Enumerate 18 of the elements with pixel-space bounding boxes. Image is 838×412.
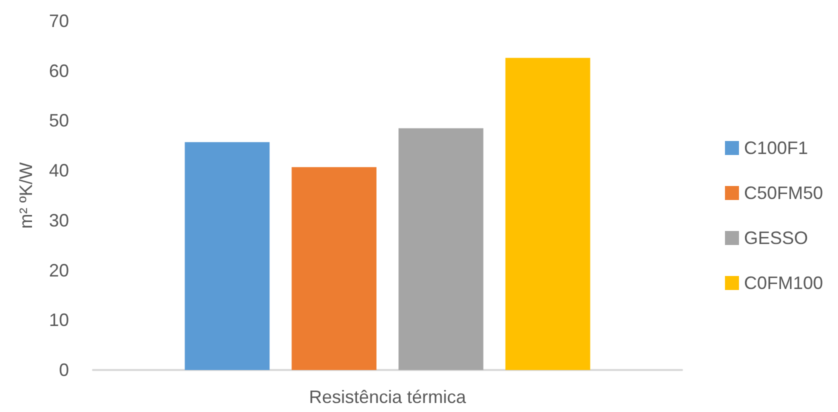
legend-label: GESSO [744,228,808,248]
y-tick-label: 20 [48,260,69,280]
y-tick-label: 60 [48,60,69,81]
y-tick-label: 70 [48,11,69,31]
y-tick-label: 0 [58,360,69,380]
y-tick-label: 40 [48,160,69,181]
bar [184,142,270,370]
bar [292,167,376,370]
y-axis-title: m² ºK/W [16,162,36,229]
bar [505,58,590,370]
legend-label: C50FM50 [744,183,823,203]
x-tick-label: Resistência térmica [308,387,468,407]
y-tick-label: 10 [48,310,69,330]
y-tick-label: 50 [48,110,69,131]
bar [398,128,484,370]
y-tick-label: 30 [48,210,69,230]
legend-label: C0FM100 [744,273,823,293]
legend-label: C100F1 [744,138,808,158]
